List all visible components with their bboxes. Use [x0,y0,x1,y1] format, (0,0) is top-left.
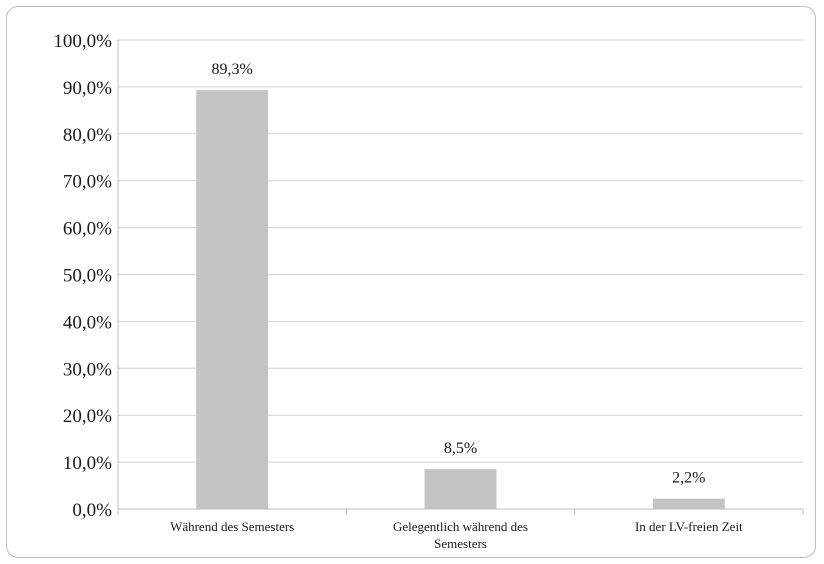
y-tick-label: 30,0% [63,359,112,380]
bar [424,469,497,509]
bar [196,90,269,510]
y-tick-label: 10,0% [63,453,112,474]
chart-frame [6,6,816,558]
y-tick-labels: 0,0% 10,0% 20,0% 30,0% 40,0% 50,0% 60,0% 70,0% 8… [53,31,112,521]
bars [196,90,725,510]
data-label: 8,5% [444,440,477,457]
axes [117,40,804,515]
x-category-label: Semesters [434,536,487,551]
y-tick-label: 100,0% [53,31,112,52]
y-tick-label: 90,0% [63,78,112,99]
data-label: 2,2% [672,470,705,487]
y-tick-label: 50,0% [63,266,112,287]
x-category-label: Gelegentlich während des [393,519,528,534]
category-labels: Während des Semesters Gelegentlich währen… [170,519,743,551]
y-tick-label: 60,0% [63,219,112,240]
x-category-label: Während des Semesters [170,519,294,534]
y-tick-label: 40,0% [63,312,112,333]
y-tick-label: 80,0% [63,125,112,146]
y-tick-label: 70,0% [63,172,112,193]
bar [652,498,725,509]
y-tick-label: 20,0% [63,406,112,427]
y-tick-label: 0,0% [72,500,112,521]
data-labels: 89,3% 8,5% 2,2% [212,61,706,486]
x-category-label: In der LV-freien Zeit [635,519,743,534]
data-label: 89,3% [212,61,253,78]
